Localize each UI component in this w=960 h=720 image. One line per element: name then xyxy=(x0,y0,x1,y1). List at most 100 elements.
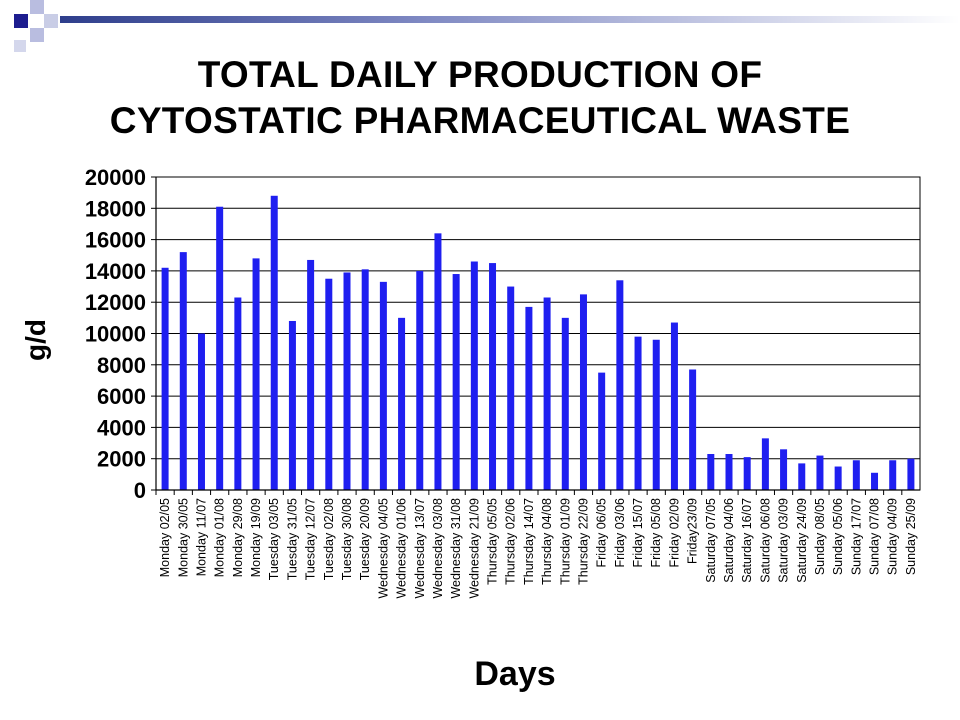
x-tick-label: Tuesday 20/09 xyxy=(358,498,372,580)
x-tick-label: Thursday 22/09 xyxy=(576,498,590,585)
bar xyxy=(852,460,860,490)
x-tick-label: Tuesday 31/05 xyxy=(285,498,299,580)
bar xyxy=(579,294,587,490)
x-tick-label: Tuesday 12/07 xyxy=(304,498,318,580)
x-tick-label: Tuesday 03/05 xyxy=(267,498,281,580)
x-tick-label: Thursday 02/06 xyxy=(504,498,518,585)
x-tick-label: Saturday 16/07 xyxy=(740,498,754,583)
bar xyxy=(798,463,806,490)
x-tick-label: Sunday 08/05 xyxy=(813,498,827,575)
y-tick-label: 10000 xyxy=(85,322,146,347)
x-tick-label: Sunday 05/06 xyxy=(831,498,845,575)
x-tick-label: Saturday 06/08 xyxy=(758,498,772,583)
bar xyxy=(652,339,660,490)
x-tick-labels: Monday 02/05 Monday 30/05 Monday 11/07 Mond… xyxy=(158,498,918,599)
bar xyxy=(834,466,842,490)
x-tick-label: Monday 11/07 xyxy=(194,498,208,576)
x-tick-label: Friday 06/05 xyxy=(595,498,609,568)
bars xyxy=(161,195,915,491)
header-gradient-strip xyxy=(60,16,960,23)
bar xyxy=(889,460,897,490)
bar xyxy=(288,320,296,490)
bar xyxy=(216,206,224,491)
x-tick-label: Saturday 07/05 xyxy=(704,498,718,583)
x-tick-label: Tuesday 02/08 xyxy=(322,498,336,580)
bar xyxy=(598,372,606,490)
chart-title-line-2: CYTOSTATIC PHARMACEUTICAL WASTE xyxy=(109,100,851,141)
bar xyxy=(816,455,824,490)
x-tick-label: Monday 01/08 xyxy=(213,498,227,577)
x-tick-label: Friday 03/06 xyxy=(613,498,627,568)
x-tick-label: Monday 30/05 xyxy=(176,498,190,577)
chart-title: TOTAL DAILY PRODUCTION OF CYTOSTATIC PHA… xyxy=(0,52,960,144)
bar xyxy=(525,306,533,490)
x-tick-label: Thursday 01/09 xyxy=(558,498,572,585)
y-tick-label: 4000 xyxy=(97,415,146,440)
x-tick-label: Wednesday 21/09 xyxy=(467,498,481,599)
bar xyxy=(270,195,278,490)
x-tick-label: Thursday 04/08 xyxy=(540,498,554,585)
x-tick-label: Wednesday 03/08 xyxy=(431,498,445,599)
bar xyxy=(161,267,169,490)
x-tick-label: Wednesday 04/05 xyxy=(376,498,390,599)
bar xyxy=(379,281,387,490)
bar xyxy=(434,233,442,490)
x-tick-label: Saturday 03/09 xyxy=(777,498,791,583)
y-tick-label: 6000 xyxy=(97,384,146,409)
x-tick-label: Thursday 05/05 xyxy=(486,498,500,585)
x-tick-label: Monday 19/09 xyxy=(249,498,263,577)
corner-square-light xyxy=(30,0,44,14)
x-tick-label: Friday 15/07 xyxy=(631,498,645,568)
corner-square-dark xyxy=(14,14,28,28)
x-tick-label: Thursday 14/07 xyxy=(522,498,536,585)
x-tick-label: Sunday 04/09 xyxy=(886,498,900,575)
x-tick-label: Sunday 25/09 xyxy=(904,498,918,575)
y-tick-labels: 0 2000 4000 6000 8000 10000 12000 14000 16000 180… xyxy=(85,165,146,503)
bar xyxy=(470,261,478,490)
chart-title-line-1: TOTAL DAILY PRODUCTION OF xyxy=(197,54,763,95)
x-tick-label: Wednesday 01/06 xyxy=(395,498,409,599)
x-tick-label: Wednesday 13/07 xyxy=(413,498,427,599)
bar xyxy=(634,336,642,490)
x-tick-label: Friday 05/08 xyxy=(649,498,663,568)
corner-square-light xyxy=(30,28,44,42)
bar xyxy=(197,333,205,490)
bar xyxy=(907,458,915,490)
x-tick-label: Friday23/09 xyxy=(686,498,700,564)
y-tick-label: 16000 xyxy=(85,228,146,253)
bar xyxy=(707,454,715,490)
bar xyxy=(452,274,460,490)
bar xyxy=(307,259,315,490)
bar xyxy=(507,286,515,490)
x-tick-label: Saturday 04/06 xyxy=(722,498,736,583)
y-tick-label: 8000 xyxy=(97,353,146,378)
y-tick-label: 12000 xyxy=(85,290,146,315)
x-tick-label: Sunday 17/07 xyxy=(849,498,863,575)
y-tick-label: 14000 xyxy=(85,259,146,284)
bar xyxy=(361,269,369,490)
bar xyxy=(761,438,769,490)
bar xyxy=(543,297,551,490)
bar xyxy=(871,472,879,490)
bar xyxy=(616,280,624,490)
x-tick-label: Monday 29/08 xyxy=(231,498,245,577)
bar xyxy=(489,263,497,490)
x-tick-label: Tuesday 30/08 xyxy=(340,498,354,580)
x-tick-label: Friday 02/09 xyxy=(667,498,681,568)
axes xyxy=(151,176,920,495)
bar xyxy=(325,278,333,490)
x-tick-label: Sunday 07/08 xyxy=(868,498,882,575)
y-tick-label: 18000 xyxy=(85,196,146,221)
bar xyxy=(343,272,351,490)
x-axis-title: Days xyxy=(474,655,556,693)
corner-square-light xyxy=(14,40,26,52)
y-tick-label: 0 xyxy=(134,478,146,503)
bar xyxy=(416,270,424,490)
bar xyxy=(743,457,751,490)
bar xyxy=(252,258,260,490)
grid-lines xyxy=(155,176,921,491)
bar xyxy=(179,252,187,490)
y-tick-label: 20000 xyxy=(85,165,146,190)
bar xyxy=(234,297,242,490)
